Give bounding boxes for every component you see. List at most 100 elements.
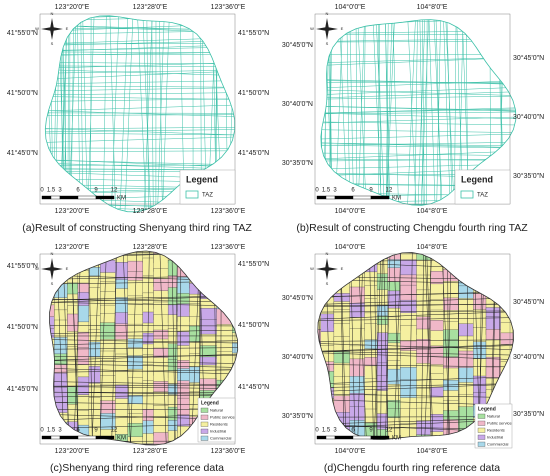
scale-bar	[334, 435, 354, 440]
road	[317, 344, 514, 353]
legend-label: Public service	[210, 415, 235, 420]
road	[45, 109, 235, 118]
road	[393, 252, 401, 440]
latitude-label: 30°45'0"N	[282, 294, 313, 302]
scale-label: 1.5	[322, 188, 331, 194]
road	[444, 19, 455, 206]
longitude-label: 104°8'0"E	[417, 3, 448, 11]
scale-label: 12	[111, 188, 118, 194]
land-parcel	[245, 447, 263, 465]
longitude-label: 123°36'0"E	[211, 3, 246, 11]
scale-label: 6	[351, 188, 355, 194]
legend-swatch	[477, 413, 486, 419]
road	[320, 141, 516, 147]
road	[385, 19, 393, 206]
land-parcel	[333, 395, 353, 414]
land-parcel	[512, 315, 514, 335]
scale-bar	[41, 435, 52, 440]
land-parcel	[512, 262, 514, 281]
latitude-label: 41°55'0"N	[7, 262, 38, 270]
map-panel: 123°20'0"E 123°20'0"E 123°28'0"E 123°28'0"E…	[7, 3, 269, 234]
road	[45, 30, 235, 35]
road	[99, 251, 108, 445]
road	[45, 80, 235, 85]
road	[146, 15, 149, 212]
road	[20, 216, 260, 220]
road	[27, 240, 29, 460]
longitude-label: 123°20'0"E	[55, 243, 90, 251]
road	[45, 114, 235, 116]
road	[317, 339, 514, 342]
compass-label: N	[326, 11, 329, 16]
road	[317, 317, 514, 322]
road	[156, 15, 166, 212]
scale-unit: KM	[117, 196, 126, 202]
road	[295, 456, 535, 460]
land-parcel	[317, 258, 324, 278]
map-frame	[314, 253, 511, 445]
latitude-label: 41°50'0"N	[7, 323, 38, 331]
road	[378, 19, 382, 206]
scale-unit: KM	[392, 436, 401, 442]
road	[317, 342, 514, 351]
land-parcel	[320, 255, 339, 274]
scale-bar	[370, 435, 390, 440]
land-parcel	[245, 285, 263, 303]
land-parcel	[54, 261, 73, 281]
land-parcel	[473, 265, 492, 285]
land-parcel	[512, 415, 514, 434]
land-parcel	[473, 256, 492, 276]
longitude-label: 123°20'0"E	[55, 3, 90, 11]
road	[45, 112, 235, 114]
road	[82, 15, 89, 212]
land-parcel	[30, 362, 48, 380]
road	[295, 243, 535, 247]
latitude-label: 30°40'0"N	[513, 113, 544, 121]
road	[45, 127, 235, 137]
road	[320, 90, 516, 99]
scale-label: 3	[333, 428, 337, 434]
longitude-label: 104°0'0"E	[335, 3, 366, 11]
road	[320, 116, 516, 125]
road	[295, 0, 535, 9]
road	[371, 19, 383, 206]
scale-bar	[352, 195, 372, 200]
scale-bar	[77, 195, 97, 200]
land-parcel	[512, 382, 514, 402]
scale-bar	[59, 435, 79, 440]
road	[45, 147, 235, 149]
road	[355, 19, 358, 206]
road	[513, 252, 514, 440]
road	[91, 251, 100, 445]
longitude-label: 123°28'0"E	[133, 243, 168, 251]
road	[317, 350, 514, 356]
legend-label: Industrial	[210, 429, 226, 434]
map-panel: 104°0'0"E 104°0'0"E 104°8'0"E 104°8'0"E 30°4…	[282, 0, 544, 234]
scale-unit: KM	[392, 196, 401, 202]
road	[62, 15, 65, 212]
road	[45, 61, 235, 65]
latitude-label: 30°40'0"N	[513, 353, 544, 361]
longitude-label: 123°36'0"E	[211, 243, 246, 251]
longitude-label: 104°8'0"E	[417, 243, 448, 251]
road	[102, 15, 107, 212]
north-arrow	[316, 18, 338, 40]
road	[320, 121, 516, 126]
map-boundary	[317, 252, 514, 440]
scale-label: 9	[369, 428, 373, 434]
road	[320, 133, 516, 140]
longitude-label: 123°28'0"E	[133, 447, 168, 455]
road	[317, 310, 514, 313]
map-frame	[39, 13, 236, 205]
compass-label: S	[326, 281, 329, 286]
land-parcel	[245, 352, 263, 370]
land-parcel	[30, 335, 48, 353]
latitude-label: 30°45'0"N	[282, 41, 313, 49]
road	[320, 95, 516, 100]
scale-label: 9	[94, 188, 98, 194]
road	[124, 15, 134, 212]
road	[293, 0, 297, 220]
land-parcel	[216, 379, 235, 399]
land-parcel	[500, 374, 514, 394]
